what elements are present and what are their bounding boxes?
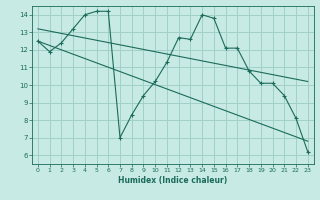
X-axis label: Humidex (Indice chaleur): Humidex (Indice chaleur) xyxy=(118,176,228,185)
